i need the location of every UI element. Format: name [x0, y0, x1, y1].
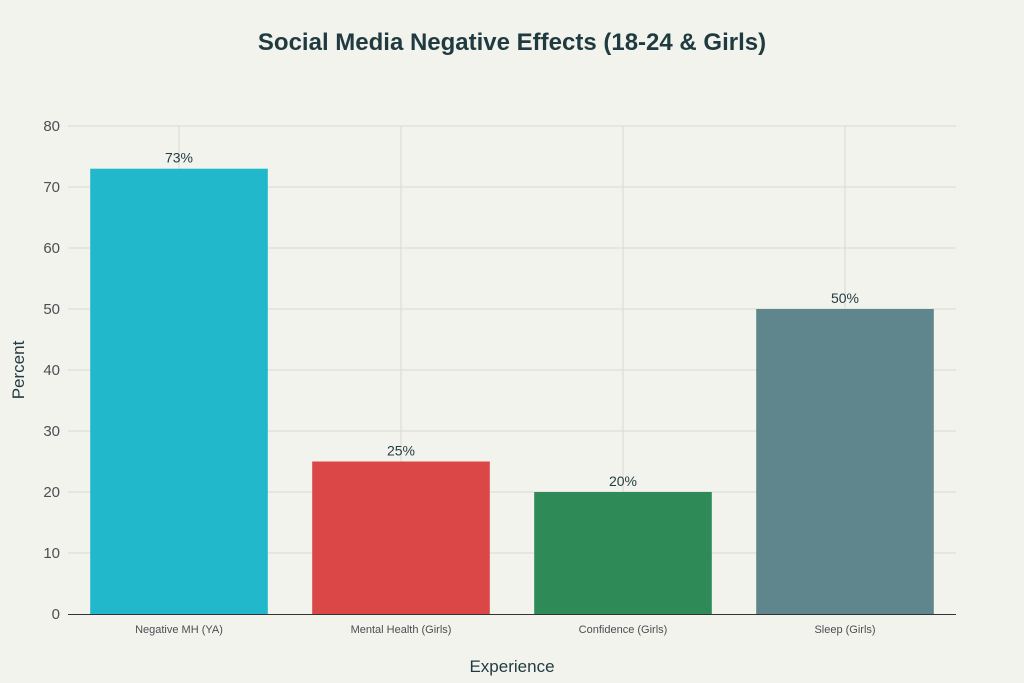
- bar: [534, 492, 712, 614]
- x-tick-label: Confidence (Girls): [579, 624, 668, 636]
- x-axis-ticks: Negative MH (YA) Mental Health (Girls) Con…: [135, 624, 875, 636]
- y-tick-label: 30: [43, 423, 60, 440]
- y-tick-label: 80: [43, 118, 60, 135]
- bar: [312, 461, 490, 614]
- chart-title: Social Media Negative Effects (18-24 & G…: [258, 29, 766, 56]
- y-tick-label: 10: [43, 545, 60, 562]
- y-axis-label: Percent: [9, 340, 28, 399]
- bar-value-label: 25%: [387, 443, 415, 459]
- y-tick-label: 60: [43, 240, 60, 257]
- x-axis-label: Experience: [469, 657, 554, 676]
- y-tick-label: 0: [52, 606, 60, 623]
- bar-value-label: 73%: [165, 150, 193, 166]
- bars: [90, 168, 934, 614]
- y-tick-label: 50: [43, 301, 60, 318]
- data-labels: 73% 25% 20% 50%: [165, 150, 859, 489]
- bar-value-label: 50%: [831, 290, 859, 306]
- bar-value-label: 20%: [609, 473, 637, 489]
- y-axis-ticks: 0 10 20 30 40 50 60 70 80: [43, 118, 60, 623]
- y-tick-label: 20: [43, 484, 60, 501]
- x-tick-label: Mental Health (Girls): [351, 624, 452, 636]
- y-tick-label: 70: [43, 179, 60, 196]
- x-tick-label: Sleep (Girls): [814, 624, 875, 636]
- x-tick-label: Negative MH (YA): [135, 624, 223, 636]
- bar: [756, 309, 934, 614]
- bar: [90, 168, 268, 614]
- y-tick-label: 40: [43, 362, 60, 379]
